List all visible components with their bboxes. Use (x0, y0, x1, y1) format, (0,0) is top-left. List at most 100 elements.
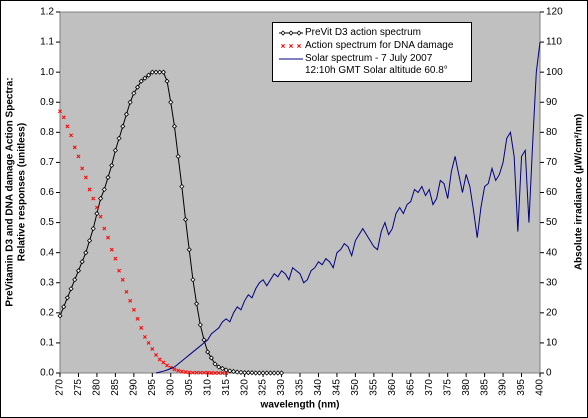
marker (224, 371, 229, 375)
x-tick-label: 335 (295, 379, 306, 396)
legend-symbol (279, 30, 303, 36)
marker (90, 226, 96, 232)
y2-tick-label: 80 (546, 127, 558, 138)
marker (216, 364, 222, 370)
marker (296, 30, 302, 36)
marker (109, 162, 115, 168)
series-line (155, 42, 541, 374)
legend-entry: Solar spectrum - 7 July 2007 12:10h GMT … (277, 53, 467, 77)
legend-entry: Action spectrum for DNA damage (277, 40, 467, 52)
marker (197, 322, 203, 328)
marker (238, 369, 244, 375)
marker (216, 371, 221, 375)
marker (190, 370, 195, 375)
marker (146, 72, 152, 78)
marker (242, 370, 248, 376)
marker (194, 301, 200, 307)
marker (83, 250, 89, 256)
marker (281, 44, 285, 48)
marker (253, 370, 259, 376)
marker (234, 369, 240, 375)
marker (86, 238, 93, 244)
marker (76, 154, 81, 159)
marker (164, 78, 170, 84)
marker (61, 304, 67, 310)
marker (135, 316, 140, 321)
marker (94, 210, 100, 217)
x-tick-label: 385 (479, 379, 490, 396)
marker (202, 370, 206, 375)
marker (113, 256, 118, 261)
marker (260, 370, 266, 376)
marker (65, 124, 70, 129)
y-tick-label: 0.3 (40, 277, 54, 288)
marker (161, 360, 166, 365)
y-tick-label: 0.8 (40, 127, 54, 138)
legend-label: Solar spectrum - 7 July 2007 12:10h GMT … (305, 53, 448, 76)
marker (288, 30, 294, 36)
marker (83, 175, 88, 180)
marker (198, 370, 203, 375)
x-tick-label: 290 (128, 379, 139, 396)
marker (123, 111, 130, 117)
x-tick-label: 340 (313, 379, 324, 396)
marker (227, 368, 233, 374)
marker (131, 307, 136, 312)
x-tick-label: 365 (405, 379, 416, 396)
y2-tick-label: 20 (546, 307, 558, 318)
legend-symbol (279, 58, 303, 60)
marker (219, 365, 226, 372)
marker (80, 166, 85, 171)
marker (172, 367, 177, 372)
marker (142, 334, 147, 339)
x-tick-label: 315 (221, 379, 232, 396)
x-tick-label: 270 (55, 379, 66, 396)
x-tick-label: 395 (516, 379, 527, 396)
legend: PreVit D3 action spectrum Action spectrum… (272, 22, 472, 82)
marker (208, 355, 214, 361)
marker (179, 369, 184, 374)
marker (153, 69, 159, 75)
marker (157, 357, 162, 362)
marker (190, 277, 196, 283)
y-axis-label: Relative responses (unitless) (17, 123, 28, 261)
marker (124, 289, 129, 294)
y2-tick-label: 100 (546, 67, 563, 78)
y-axis-label: PreVitamin D3 and DNA damage Action Spec… (5, 77, 16, 306)
marker (267, 370, 274, 376)
marker (68, 286, 74, 292)
marker (179, 183, 185, 190)
marker (79, 259, 85, 265)
x-tick-label: 310 (202, 379, 213, 396)
x-axis-label: wavelength (nm) (260, 400, 340, 411)
y2-tick-label: 120 (546, 7, 563, 18)
marker (142, 75, 148, 81)
marker (127, 99, 133, 105)
y2-tick-label: 10 (546, 338, 558, 349)
marker (112, 147, 118, 153)
y2-tick-label: 40 (546, 247, 558, 258)
marker (175, 153, 181, 159)
marker (182, 217, 189, 223)
marker (186, 247, 192, 253)
marker (131, 90, 137, 96)
x-tick-label: 285 (110, 379, 121, 396)
y2-tick-label: 90 (546, 97, 558, 108)
x-tick-label: 380 (461, 379, 472, 396)
marker (94, 205, 99, 210)
x-tick-label: 320 (239, 379, 250, 396)
marker (220, 371, 225, 375)
x-tick-label: 305 (184, 379, 195, 396)
y2-tick-label: 60 (546, 187, 558, 198)
marker (165, 363, 170, 368)
x-tick-label: 355 (368, 379, 379, 396)
marker (69, 133, 74, 138)
x-tick-label: 345 (332, 379, 343, 396)
marker (72, 145, 77, 150)
marker (264, 370, 270, 376)
marker (91, 196, 96, 201)
marker (58, 109, 62, 114)
y-tick-label: 0.5 (40, 217, 54, 228)
marker (223, 367, 229, 373)
